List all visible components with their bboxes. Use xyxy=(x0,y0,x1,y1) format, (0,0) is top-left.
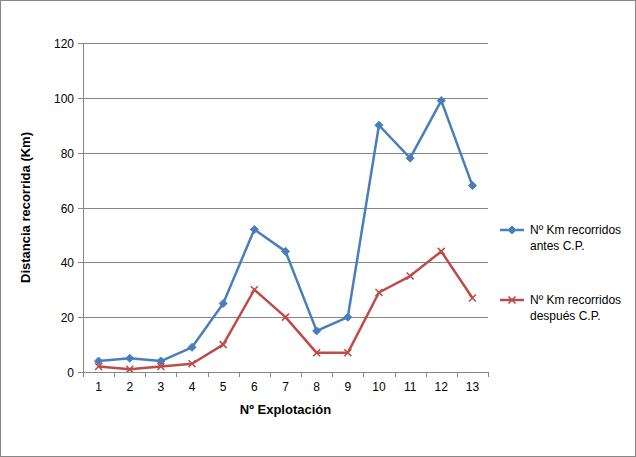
data-point xyxy=(220,341,227,348)
legend: Nº Km recorridosantes C.P. Nº Km recorrid… xyxy=(500,223,621,323)
x-tick xyxy=(114,372,115,377)
x-tick-label: 5 xyxy=(220,380,227,394)
legend-marker xyxy=(509,297,516,304)
y-tick xyxy=(78,317,83,318)
data-point xyxy=(126,366,133,372)
x-tick xyxy=(395,372,396,377)
grid xyxy=(78,44,488,373)
data-point xyxy=(188,343,196,351)
data-point xyxy=(219,299,227,307)
legend-label: Nº Km recorridosantes C.P. xyxy=(530,223,621,253)
data-point xyxy=(313,327,321,335)
x-tick xyxy=(270,372,271,377)
y-tick-label: 20 xyxy=(61,311,75,325)
y-tick-label: 40 xyxy=(61,256,75,270)
x-tick xyxy=(426,372,427,377)
x-tick xyxy=(176,372,177,377)
y-tick-label: 100 xyxy=(54,92,74,106)
data-point xyxy=(282,314,289,321)
data-point xyxy=(344,313,352,321)
x-tick xyxy=(83,372,84,377)
plot-area xyxy=(95,97,477,372)
legend-label: Nº Km recorridosdespués C.P. xyxy=(530,293,621,323)
data-point xyxy=(469,294,476,301)
x-tick-label: 13 xyxy=(466,380,480,394)
x-axis xyxy=(83,372,488,373)
x-tick-label: 1 xyxy=(95,380,102,394)
data-point xyxy=(251,286,258,293)
y-tick xyxy=(78,208,83,209)
x-tick xyxy=(239,372,240,377)
x-tick-label: 11 xyxy=(404,380,417,394)
x-tick-label: 6 xyxy=(251,380,258,394)
x-tick-label: 9 xyxy=(344,380,351,394)
grid-line xyxy=(83,153,488,154)
x-tick-label: 12 xyxy=(435,380,449,394)
y-tick-label: 120 xyxy=(54,37,74,51)
data-point xyxy=(375,289,382,296)
data-point xyxy=(375,121,383,129)
series-line xyxy=(99,251,473,369)
y-tick xyxy=(78,98,83,99)
x-tick xyxy=(488,372,489,377)
x-tick xyxy=(301,372,302,377)
data-point xyxy=(189,360,196,367)
data-point xyxy=(437,97,445,105)
chart: 02040608010012012345678910111213Nº Explo… xyxy=(0,0,636,457)
x-tick-label: 10 xyxy=(372,380,386,394)
data-point xyxy=(126,354,134,362)
data-point xyxy=(250,225,258,233)
y-tick xyxy=(78,372,83,373)
x-tick-label: 3 xyxy=(158,380,165,394)
x-tick-label: 4 xyxy=(189,380,196,394)
data-point xyxy=(468,182,476,190)
x-tick-label: 8 xyxy=(313,380,320,394)
x-axis-label: Nº Explotación xyxy=(240,402,331,417)
data-point xyxy=(282,247,290,255)
y-tick-label: 0 xyxy=(67,366,74,380)
x-tick xyxy=(208,372,209,377)
y-tick xyxy=(78,262,83,263)
y-tick-label: 80 xyxy=(61,147,75,161)
y-tick xyxy=(78,43,83,44)
grid-line xyxy=(83,372,488,373)
data-point xyxy=(438,248,445,255)
x-tick xyxy=(332,372,333,377)
x-tick xyxy=(145,372,146,377)
data-point xyxy=(406,154,414,162)
y-tick-label: 60 xyxy=(61,202,75,216)
grid-line xyxy=(83,208,488,209)
legend-marker xyxy=(508,226,516,234)
series-line xyxy=(99,101,473,361)
y-tick xyxy=(78,153,83,154)
data-point xyxy=(313,349,320,356)
x-tick-label: 2 xyxy=(126,380,133,394)
y-axis xyxy=(83,43,84,372)
y-axis-label: Distancia recorrida (Km) xyxy=(18,132,33,283)
x-tick-label: 7 xyxy=(282,380,289,394)
data-point xyxy=(157,363,164,370)
x-tick xyxy=(363,372,364,377)
grid-line xyxy=(83,43,488,44)
data-point xyxy=(344,349,351,356)
chart-frame xyxy=(1,1,636,457)
grid-line xyxy=(83,98,488,99)
data-point xyxy=(407,273,414,280)
data-point xyxy=(95,363,102,370)
x-tick xyxy=(457,372,458,377)
